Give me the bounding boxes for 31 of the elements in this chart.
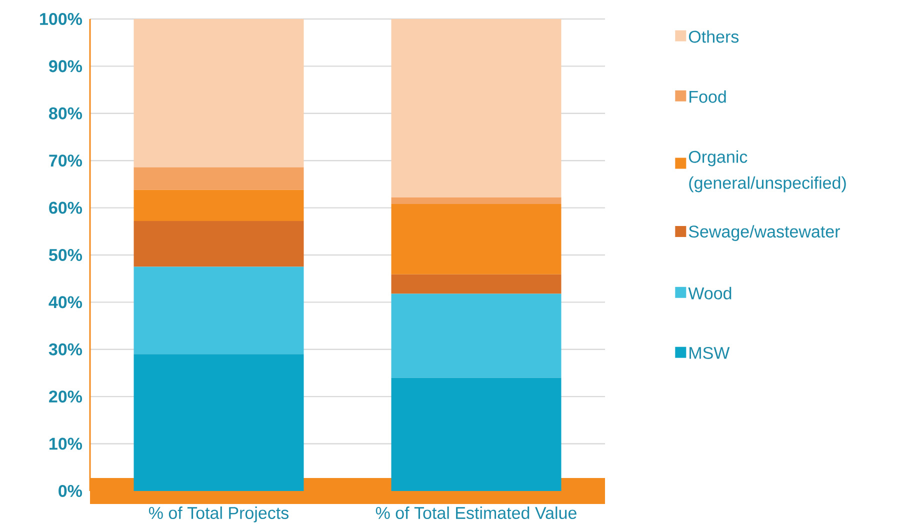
bar (391, 204, 562, 274)
legend-label: Food (690, 90, 726, 103)
y-tick-label: 50% (48, 248, 82, 262)
legend-label: Others (688, 30, 739, 43)
bar (134, 354, 304, 491)
y-tick-label: 60% (49, 202, 82, 214)
bar (134, 18, 304, 168)
bar (134, 190, 304, 222)
y-tick-label: 30% (48, 343, 82, 356)
bar (391, 294, 562, 378)
x-tick-label: % of Total Estimated Value (376, 506, 576, 520)
legend-label: Sewage/wastewater (688, 225, 840, 241)
y-tick-label: 20% (49, 390, 82, 403)
y-tick-label: 0% (58, 484, 82, 498)
x-tick-label: % of Total Projects (148, 506, 289, 522)
bar (391, 197, 562, 204)
bar (391, 274, 562, 294)
y-tick-label: 10% (50, 438, 82, 450)
legend-label: Organic (general/unspecified) (688, 150, 846, 192)
bar (134, 221, 304, 267)
y-tick-label: 80% (48, 107, 82, 120)
y-tick-label: 70% (49, 154, 82, 167)
bar (134, 266, 304, 354)
bar (391, 18, 562, 198)
y-tick-label: 100% (40, 12, 82, 26)
legend-label: Wood (688, 286, 732, 300)
bar (391, 378, 562, 491)
legend-label: MSW (690, 346, 730, 359)
y-tick-label: 90% (49, 60, 82, 72)
y-tick-label: 40% (48, 296, 82, 308)
bar (134, 167, 304, 190)
